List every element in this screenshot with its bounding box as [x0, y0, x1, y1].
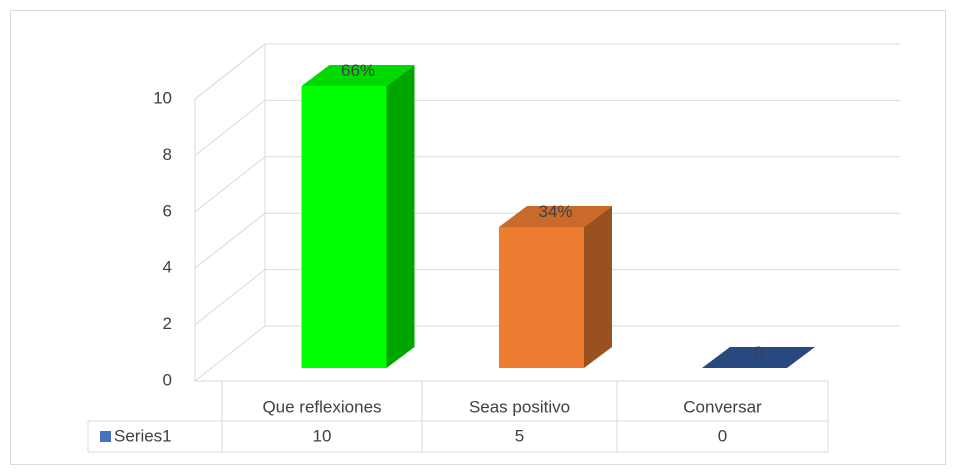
data-table — [87, 380, 829, 453]
bar-top — [301, 65, 415, 86]
grid-line — [194, 269, 266, 325]
bar — [702, 347, 815, 368]
table-value: 10 — [313, 426, 332, 445]
x-tick-label: Que reflexiones — [262, 397, 381, 416]
y-tick-label: 10 — [153, 88, 172, 107]
y-tick-label: 6 — [163, 201, 172, 220]
data-label: 34% — [538, 202, 572, 221]
table-value: 5 — [515, 426, 524, 445]
legend-key — [100, 431, 111, 442]
y-tick-label: 2 — [163, 314, 172, 333]
bar-front — [499, 227, 584, 368]
bar — [499, 206, 612, 368]
bar-front — [301, 86, 387, 368]
bar-side — [584, 206, 612, 368]
y-tick-label: 0 — [163, 370, 172, 389]
table-value: 0 — [718, 426, 727, 445]
bar-side — [386, 65, 415, 368]
grid-line — [194, 212, 266, 269]
grid-line — [194, 100, 266, 156]
grid-line — [194, 43, 266, 100]
data-label: 66% — [341, 61, 375, 80]
y-tick-label: 4 — [163, 258, 172, 277]
grid-line — [194, 156, 266, 213]
y-tick-label: 8 — [163, 145, 172, 164]
legend-label: Series1 — [114, 426, 172, 445]
x-tick-label: Conversar — [683, 397, 762, 416]
bar-top — [702, 347, 815, 368]
bar-top — [499, 206, 612, 227]
bar — [301, 65, 415, 368]
data-label: 0 — [754, 343, 763, 362]
grid-line — [194, 325, 266, 382]
x-tick-label: Seas positivo — [469, 397, 570, 416]
chart-border — [10, 10, 946, 465]
